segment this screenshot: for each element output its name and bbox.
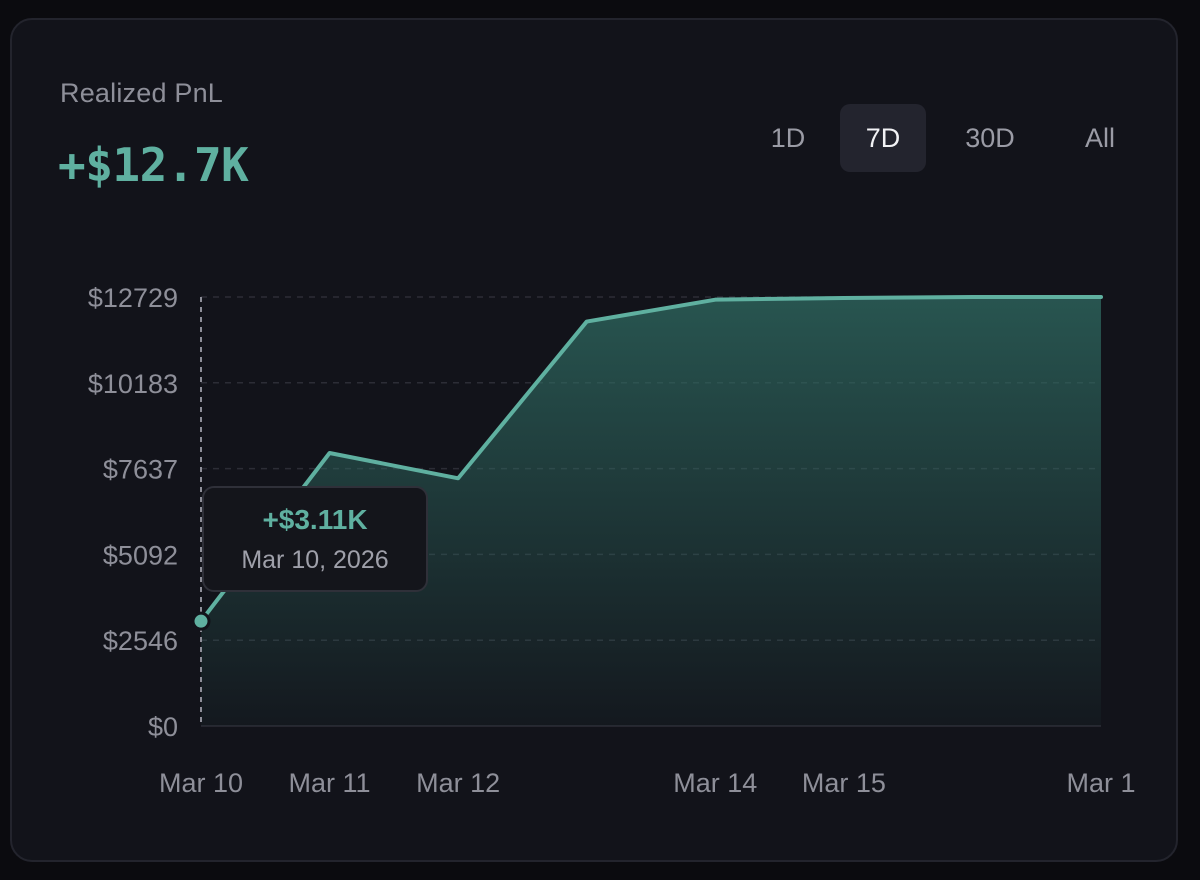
- series-line: [199, 295, 1103, 624]
- x-tick-label: Mar 14: [673, 768, 757, 798]
- card-title: Realized PnL: [60, 78, 224, 108]
- range-all-button[interactable]: All: [1084, 123, 1115, 153]
- pnl-card: Realized PnL +$12.7K 1D 7D 30D All $0 $25…: [10, 18, 1178, 862]
- x-tick-label: Mar 10: [159, 768, 243, 798]
- x-tick-label: Mar 1: [1066, 768, 1135, 798]
- pnl-chart[interactable]: $0 $2546 $5092 $7637 $10183 $12729 Mar 10 Mar 1…: [12, 20, 1178, 862]
- highlight-point: [191, 611, 211, 631]
- chart-tooltip: +$3.11K Mar 10, 2026: [202, 486, 428, 592]
- y-tick-label: $5092: [103, 540, 178, 570]
- range-7d-button[interactable]: 7D: [840, 104, 926, 172]
- pnl-value: +$12.7K: [58, 138, 249, 192]
- y-tick-label: $0: [148, 712, 178, 742]
- range-1d-button[interactable]: 1D: [770, 123, 806, 153]
- tooltip-value: +$3.11K: [262, 504, 368, 535]
- range-30d-button[interactable]: 30D: [965, 123, 1015, 153]
- y-tick-label: $2546: [103, 626, 178, 656]
- x-tick-label: Mar 11: [289, 768, 371, 798]
- x-tick-label: Mar 12: [416, 768, 500, 798]
- y-tick-label: $7637: [103, 455, 178, 485]
- y-tick-label: $12729: [88, 283, 178, 313]
- x-tick-label: Mar 15: [802, 768, 886, 798]
- y-tick-label: $10183: [88, 369, 178, 399]
- tooltip-date: Mar 10, 2026: [241, 546, 389, 574]
- area-fill: [201, 297, 1101, 726]
